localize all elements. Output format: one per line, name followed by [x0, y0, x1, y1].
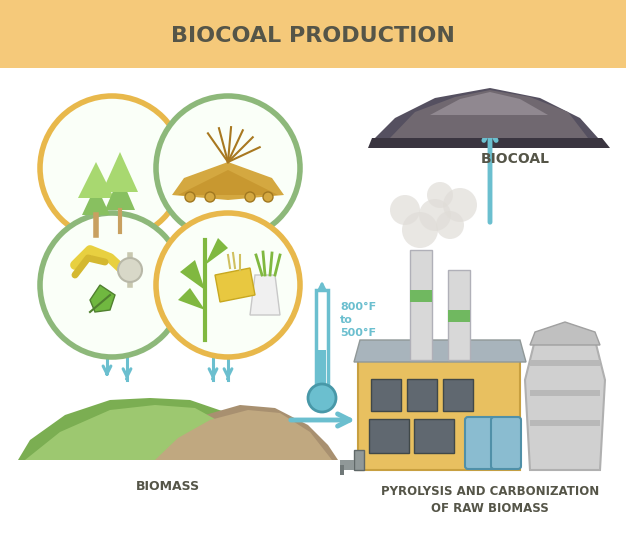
Polygon shape [525, 330, 605, 470]
Text: BIOCOAL PRODUCTION: BIOCOAL PRODUCTION [171, 26, 455, 46]
Circle shape [412, 120, 428, 136]
Circle shape [263, 192, 273, 202]
Circle shape [245, 192, 255, 202]
Circle shape [454, 104, 466, 116]
Polygon shape [105, 175, 135, 210]
Polygon shape [82, 185, 110, 215]
Circle shape [40, 213, 184, 357]
Polygon shape [178, 288, 205, 310]
Polygon shape [90, 285, 115, 312]
FancyBboxPatch shape [414, 419, 454, 453]
Polygon shape [316, 290, 328, 390]
Circle shape [156, 96, 300, 240]
Circle shape [541, 119, 559, 137]
Circle shape [118, 258, 142, 282]
Polygon shape [180, 260, 205, 290]
Polygon shape [430, 92, 548, 115]
FancyBboxPatch shape [0, 0, 626, 68]
Polygon shape [530, 360, 600, 366]
Polygon shape [172, 162, 284, 200]
Polygon shape [145, 405, 338, 460]
Polygon shape [410, 290, 432, 302]
Polygon shape [448, 270, 470, 360]
Circle shape [185, 192, 195, 202]
Polygon shape [78, 162, 114, 198]
Circle shape [390, 195, 420, 225]
FancyBboxPatch shape [369, 419, 409, 453]
Polygon shape [448, 310, 470, 322]
Polygon shape [368, 138, 610, 148]
Polygon shape [250, 275, 280, 315]
FancyBboxPatch shape [443, 379, 473, 411]
Circle shape [427, 182, 453, 208]
Circle shape [419, 199, 451, 231]
Polygon shape [390, 90, 588, 138]
Polygon shape [530, 322, 600, 345]
FancyBboxPatch shape [465, 417, 495, 469]
Polygon shape [215, 268, 255, 302]
Circle shape [436, 211, 464, 239]
Polygon shape [102, 152, 138, 192]
Text: 800°F
to
500°F: 800°F to 500°F [340, 302, 376, 338]
Polygon shape [205, 238, 228, 265]
Circle shape [402, 212, 438, 248]
Polygon shape [18, 398, 270, 460]
Polygon shape [358, 360, 520, 470]
Polygon shape [410, 250, 432, 360]
Circle shape [308, 384, 336, 412]
Polygon shape [178, 170, 278, 195]
FancyBboxPatch shape [491, 417, 521, 469]
FancyBboxPatch shape [371, 379, 401, 411]
Circle shape [205, 192, 215, 202]
Text: BIOMASS: BIOMASS [136, 480, 200, 493]
Circle shape [508, 101, 522, 115]
Polygon shape [530, 390, 600, 396]
Circle shape [443, 188, 477, 222]
Polygon shape [318, 350, 326, 390]
FancyBboxPatch shape [407, 379, 437, 411]
Polygon shape [340, 460, 354, 470]
Text: BIOCOAL: BIOCOAL [481, 152, 550, 166]
Polygon shape [375, 88, 598, 138]
Circle shape [40, 96, 184, 240]
Text: PYROLYSIS AND CARBONIZATION
OF RAW BIOMASS: PYROLYSIS AND CARBONIZATION OF RAW BIOMA… [381, 485, 599, 515]
Polygon shape [340, 465, 344, 475]
FancyBboxPatch shape [354, 450, 364, 470]
Polygon shape [530, 420, 600, 426]
Circle shape [156, 213, 300, 357]
Polygon shape [25, 405, 262, 460]
Polygon shape [155, 410, 332, 460]
Polygon shape [354, 340, 526, 362]
